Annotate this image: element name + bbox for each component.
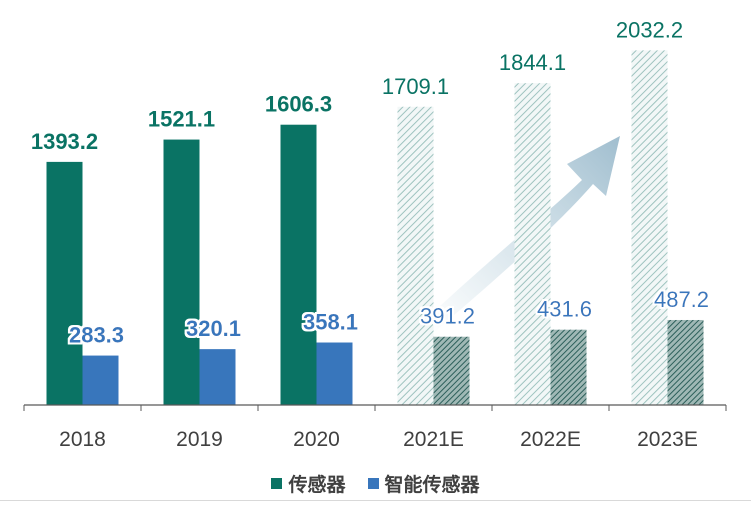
bar-sensor-2022E: [514, 83, 551, 405]
bottom-divider: [0, 500, 751, 501]
data-label-sensor-2019: 1521.1: [148, 107, 215, 132]
data-label-smart-sensor-2018: 283.3: [69, 323, 124, 348]
x-tick-label-2020: 2020: [293, 428, 340, 451]
x-tick-label-2018: 2018: [59, 428, 106, 451]
bar-smart-sensor-2023E: [667, 319, 704, 405]
bar-sensor-2021E: [397, 106, 434, 405]
data-label-sensor-2023E: 2032.2: [616, 17, 683, 42]
bar-smart-sensor-2021E: [433, 336, 470, 405]
bar-smart-sensor-2018: [82, 355, 119, 405]
data-label-smart-sensor-2022E: 431.6: [537, 297, 592, 322]
bar-sensor-2018: [46, 161, 83, 405]
bar-smart-sensor-2020: [316, 342, 353, 405]
data-label-sensor-2018: 1393.2: [31, 129, 98, 154]
legend-label-smart-sensor: 智能传感器: [384, 474, 480, 496]
data-label-smart-sensor-2023E: 487.2: [654, 287, 709, 312]
legend: 传感器 智能传感器: [0, 470, 751, 497]
data-label-smart-sensor-2020: 358.1: [303, 310, 358, 335]
data-label-smart-sensor-2019: 320.1: [186, 316, 241, 341]
data-label-sensor-2021E: 1709.1: [382, 74, 449, 99]
legend-item-sensor: 传感器: [271, 470, 346, 497]
data-label-sensor-2022E: 1844.1: [499, 50, 566, 75]
bar-sensor-2020: [280, 124, 317, 405]
x-tick-label-2022E: 2022E: [520, 428, 581, 451]
legend-item-smart-sensor: 智能传感器: [367, 470, 480, 497]
x-tick-label-2019: 2019: [176, 428, 223, 451]
bar-smart-sensor-2022E: [550, 329, 587, 405]
bar-smart-sensor-2019: [199, 349, 236, 405]
data-label-smart-sensor-2021E: 391.2: [420, 304, 475, 329]
x-tick-label-2021E: 2021E: [403, 428, 464, 451]
data-label-sensor-2020: 1606.3: [265, 92, 332, 117]
bar-sensor-2019: [163, 139, 200, 405]
bar-sensor-2023E: [631, 50, 668, 405]
legend-swatch-sensor: [271, 478, 283, 489]
x-tick-label-2023E: 2023E: [637, 428, 698, 451]
legend-swatch-smart-sensor: [367, 478, 379, 489]
legend-label-sensor: 传感器: [288, 474, 346, 496]
